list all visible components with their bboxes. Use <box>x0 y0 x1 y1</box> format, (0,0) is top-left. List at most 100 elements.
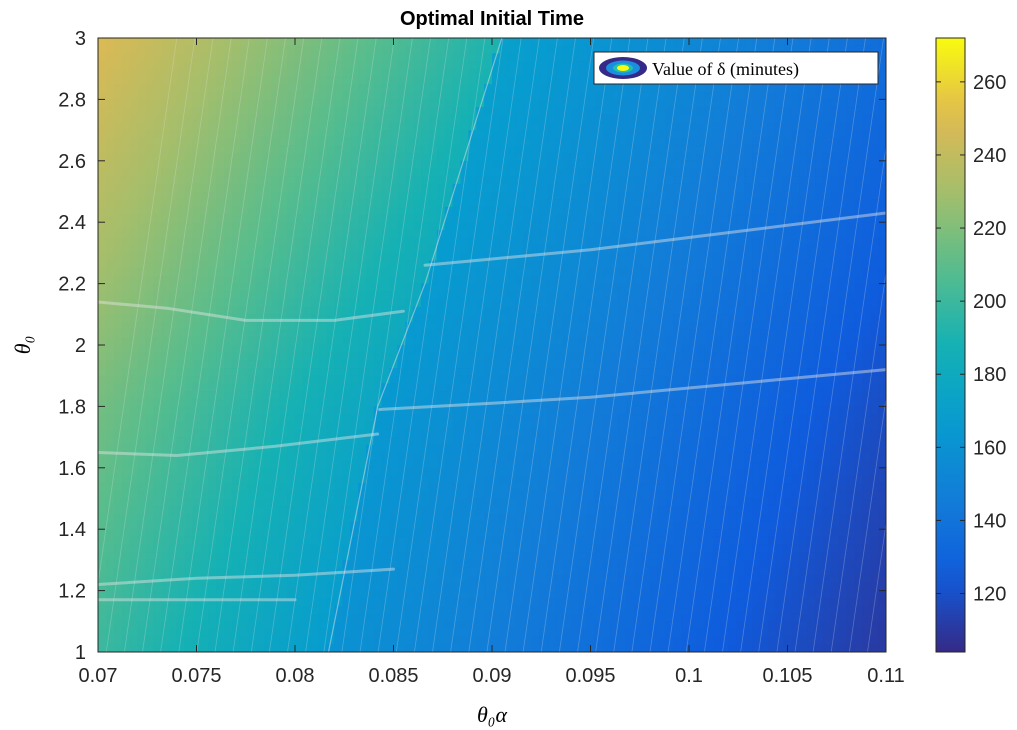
heatmap-cell <box>499 237 509 246</box>
heatmap-cell <box>405 107 414 116</box>
heatmap-cell <box>216 114 225 124</box>
heatmap-cell <box>610 252 619 262</box>
heatmap-cell <box>712 91 722 100</box>
heatmap-cell <box>216 45 225 54</box>
heatmap-cell <box>168 122 178 131</box>
heatmap-cell <box>168 406 178 415</box>
heatmap-cell <box>870 38 879 47</box>
heatmap-cell <box>712 383 722 392</box>
heatmap-cell <box>728 383 737 392</box>
heatmap-cell <box>665 214 674 223</box>
heatmap-cell <box>539 245 548 254</box>
heatmap-cell <box>287 314 296 323</box>
heatmap-cell <box>499 206 509 216</box>
heatmap-cell <box>397 222 406 231</box>
heatmap-cell <box>878 61 886 70</box>
heatmap-cell <box>381 137 391 147</box>
heatmap-cell <box>476 130 485 139</box>
heatmap-cell <box>389 398 399 407</box>
heatmap-cell <box>759 329 769 338</box>
heatmap-cell <box>295 91 304 100</box>
heatmap-cell <box>586 76 596 85</box>
heatmap-cell <box>436 283 446 292</box>
heatmap-cell <box>586 398 596 407</box>
heatmap-cell <box>342 91 351 100</box>
heatmap-cell <box>547 153 556 162</box>
heatmap-cell <box>799 406 808 415</box>
heatmap-cell <box>421 337 430 346</box>
heatmap-cell <box>224 345 233 354</box>
heatmap-cell <box>326 183 335 193</box>
heatmap-cell <box>310 414 320 423</box>
heatmap-cell <box>610 153 619 162</box>
heatmap-cell <box>846 91 856 100</box>
heatmap-cell <box>428 314 438 323</box>
heatmap-cell <box>397 260 406 269</box>
heatmap-cell <box>830 406 840 415</box>
heatmap-cell <box>838 398 848 407</box>
heatmap-cell <box>507 168 517 177</box>
heatmap-cell <box>492 160 501 170</box>
heatmap-cell <box>838 137 848 147</box>
heatmap-cell <box>767 160 777 170</box>
heatmap-cell <box>752 406 761 415</box>
heatmap-cell <box>161 283 170 292</box>
heatmap-cell <box>484 360 493 369</box>
heatmap-cell <box>673 99 682 108</box>
heatmap-cell <box>689 298 698 308</box>
heatmap-cell <box>815 206 824 216</box>
heatmap-cell <box>452 183 462 193</box>
heatmap-cell <box>476 360 485 369</box>
heatmap-cell <box>649 345 659 354</box>
heatmap-cell <box>492 183 501 193</box>
heatmap-cell <box>862 268 871 277</box>
heatmap-cell <box>712 130 722 139</box>
heatmap-cell <box>578 168 588 177</box>
heatmap-cell <box>539 122 548 131</box>
heatmap-cell <box>389 222 399 231</box>
heatmap-cell <box>105 199 115 208</box>
heatmap-cell <box>460 352 469 361</box>
heatmap-cell <box>468 245 477 254</box>
heatmap-cell <box>492 168 501 177</box>
heatmap-cell <box>870 268 879 277</box>
heatmap-cell <box>704 252 714 262</box>
heatmap-cell <box>783 329 793 338</box>
heatmap-cell <box>838 222 848 231</box>
heatmap-cell <box>507 275 517 285</box>
heatmap-cell <box>736 275 745 285</box>
heatmap-cell <box>334 391 343 400</box>
heatmap-cell <box>444 291 454 300</box>
heatmap-cell <box>247 199 257 208</box>
heatmap-cell <box>153 245 162 254</box>
heatmap-cell <box>247 321 257 331</box>
heatmap-cell <box>547 414 556 423</box>
heatmap-cell <box>295 414 304 423</box>
heatmap-cell <box>641 275 651 285</box>
heatmap-cell <box>145 168 154 177</box>
heatmap-cell <box>224 61 233 70</box>
heatmap-cell <box>153 268 162 277</box>
heatmap-cell <box>389 68 399 77</box>
heatmap-cell <box>168 360 178 369</box>
heatmap-cell <box>121 306 131 315</box>
heatmap-cell <box>184 137 194 147</box>
heatmap-cell <box>216 160 225 170</box>
heatmap-cell <box>279 222 288 231</box>
heatmap-cell <box>641 237 651 246</box>
heatmap-cell <box>704 91 714 100</box>
heatmap-cell <box>137 38 146 47</box>
heatmap-cell <box>145 206 154 216</box>
heatmap-cell <box>586 298 596 308</box>
heatmap-cell <box>499 38 509 47</box>
heatmap-cell <box>704 345 714 354</box>
heatmap-cell <box>168 229 178 239</box>
heatmap-cell <box>846 345 856 354</box>
heatmap-cell <box>799 337 808 346</box>
heatmap-cell <box>397 283 406 292</box>
heatmap-cell <box>302 314 312 323</box>
heatmap-cell <box>555 291 564 300</box>
heatmap-cell <box>161 245 170 254</box>
heatmap-cell <box>791 260 800 269</box>
heatmap-cell <box>578 130 588 139</box>
